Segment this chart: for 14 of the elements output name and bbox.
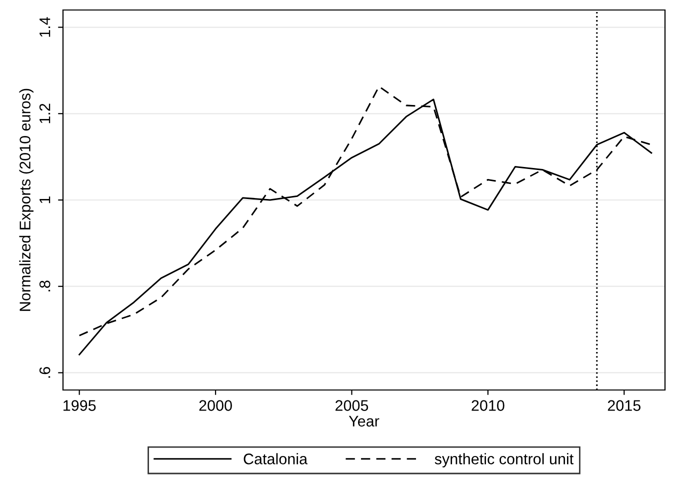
y-axis-title: Normalized Exports (2010 euros) <box>19 88 34 311</box>
x-tick-label: 2005 <box>336 400 368 411</box>
x-tick-label: 2000 <box>199 400 232 411</box>
legend-label: synthetic control unit <box>434 453 574 468</box>
y-tick-label: .6 <box>39 367 50 378</box>
y-tick-label: .8 <box>39 280 50 292</box>
y-tick-label: 1.4 <box>40 17 50 37</box>
legend-label: Catalonia <box>244 453 308 464</box>
x-tick-label: 2010 <box>472 400 504 411</box>
y-tick-label: 1.2 <box>39 104 50 124</box>
x-tick-label: 2015 <box>608 400 640 411</box>
x-axis-title: Year <box>348 416 380 427</box>
y-tick-label: 1 <box>40 196 50 204</box>
x-tick-label: 1995 <box>64 400 96 411</box>
